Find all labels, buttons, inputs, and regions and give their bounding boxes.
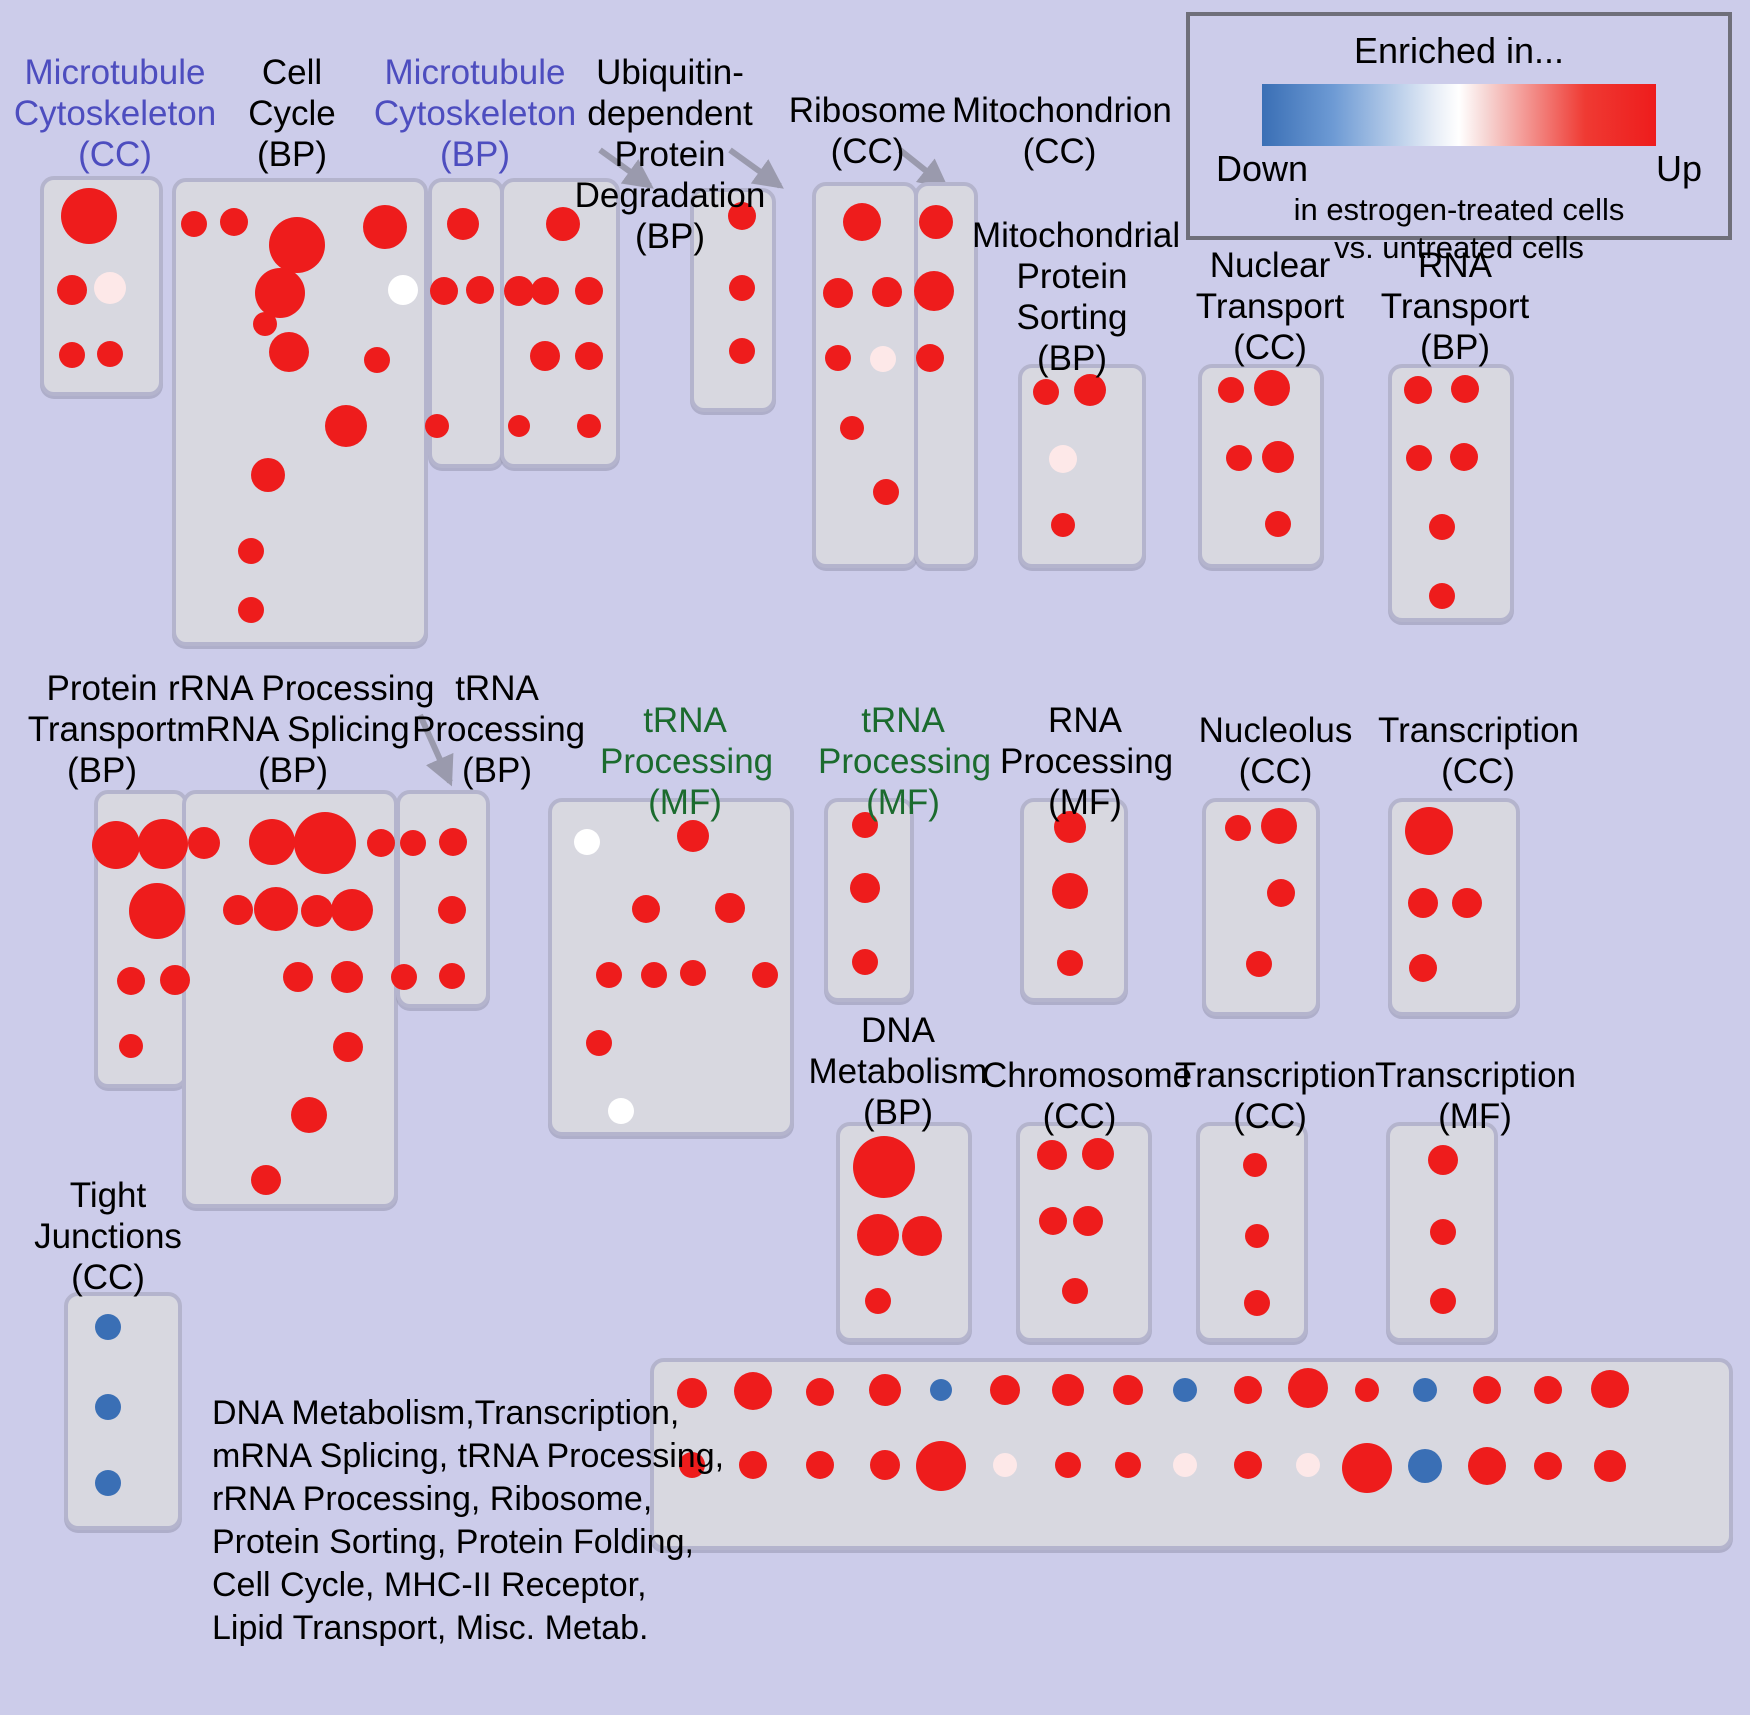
cluster-box-trna-processing-bp-box	[396, 790, 490, 1008]
label-tight-junctions-cc: Tight Junctions (CC)	[34, 1176, 182, 1297]
cluster-box-transcription-mf-box	[1386, 1122, 1498, 1342]
label-transcription-cc-bottom: Transcription (CC)	[1175, 1056, 1376, 1136]
cluster-box-misc-long-box	[650, 1358, 1733, 1550]
cluster-box-ribosome-cc-box	[812, 182, 918, 568]
cluster-box-tight-junctions-cc-box	[64, 1292, 182, 1530]
cluster-box-nuclear-transport-cc-box	[1198, 364, 1324, 568]
cluster-box-trna-processing-mf-1-box	[548, 798, 794, 1136]
cluster-box-transcription-cc-bottom-box	[1196, 1122, 1308, 1342]
cluster-box-protein-transport-bp-box	[94, 790, 188, 1088]
legend-sub-line2: vs. untreated cells	[1334, 230, 1584, 265]
label-trna-processing-bp: tRNA Processing (BP)	[412, 669, 586, 790]
label-transcription-mf: Transcription (MF)	[1375, 1056, 1576, 1136]
cluster-box-nucleolus-cc-box	[1202, 798, 1320, 1016]
cluster-box-mitochondrial-protein-sorting-box	[1018, 364, 1146, 568]
label-transcription-cc-top: Transcription (CC)	[1378, 711, 1579, 791]
cluster-box-mitochondrion-cc-box	[914, 182, 978, 568]
cluster-box-transcription-cc-top-box	[1388, 798, 1520, 1016]
legend-title: Enriched in...	[1353, 30, 1565, 71]
label-cell-cycle-bp: Cell Cycle (BP)	[248, 53, 336, 174]
cluster-box-rrna-mrna-box	[182, 790, 398, 1208]
label-microtubule-cytoskeleton-cc: Microtubule Cytoskeleton (CC)	[13, 53, 217, 174]
label-chromosome-cc: Chromosome (CC)	[982, 1056, 1193, 1136]
label-protein-transport-bp: Protein Transport (BP)	[27, 669, 177, 790]
label-trna-processing-mf-2: tRNA Processing (MF)	[818, 701, 992, 822]
cluster-box-microtubule-cytoskeleton-cc-box	[40, 176, 163, 396]
cluster-box-dna-metabolism-bp-box	[836, 1122, 972, 1342]
label-mitochondrial-protein-sorting-bp: Mitochondrial Protein Sorting (BP)	[972, 216, 1181, 378]
legend-sub-line1: in estrogen-treated cells	[1293, 192, 1625, 227]
label-rna-processing-mf: RNA Processing (MF)	[1000, 701, 1174, 822]
label-rna-transport-bp: RNA Transport (BP)	[1380, 246, 1530, 367]
legend-color-bar	[1262, 84, 1656, 146]
label-mitochondrion-cc: Mitochondrion (CC)	[952, 91, 1172, 171]
label-ubiquitin-dependent-protein-degradation-bp: Ubiquitin- dependent Protein Degradation…	[574, 53, 766, 256]
label-trna-processing-mf-1: tRNA Processing (MF)	[600, 701, 774, 822]
legend-up-label: Up	[1655, 148, 1702, 189]
label-rrna-processing-mrna-splicing-bp: rRNA Processing mRNA Splicing (BP)	[168, 669, 435, 790]
misc-cluster-caption: DNA Metabolism,Transcription, mRNA Splic…	[212, 1394, 725, 1647]
cluster-box-rna-processing-mf-box	[1020, 798, 1128, 1002]
cluster-box-trna-processing-mf-2-box	[824, 798, 914, 1002]
label-ribosome-cc: Ribosome (CC)	[788, 91, 947, 171]
cluster-box-microtubule-cytoskeleton-bp-box	[428, 178, 504, 468]
cluster-box-cell-cycle-bp-box	[172, 178, 428, 646]
legend-down-label: Down	[1216, 148, 1309, 189]
label-nuclear-transport-cc: Nuclear Transport (CC)	[1195, 246, 1345, 367]
label-dna-metabolism-bp: DNA Metabolism (BP)	[808, 1011, 988, 1132]
label-nucleolus-cc: Nucleolus (CC)	[1198, 711, 1353, 791]
legend-panel: Enriched in... Down Up in estrogen-treat…	[1186, 12, 1732, 265]
label-microtubule-cytoskeleton-bp: Microtubule Cytoskeleton (BP)	[373, 53, 577, 174]
cluster-box-rna-transport-bp-box	[1388, 364, 1514, 622]
cluster-box-chromosome-cc-box	[1016, 1122, 1152, 1342]
